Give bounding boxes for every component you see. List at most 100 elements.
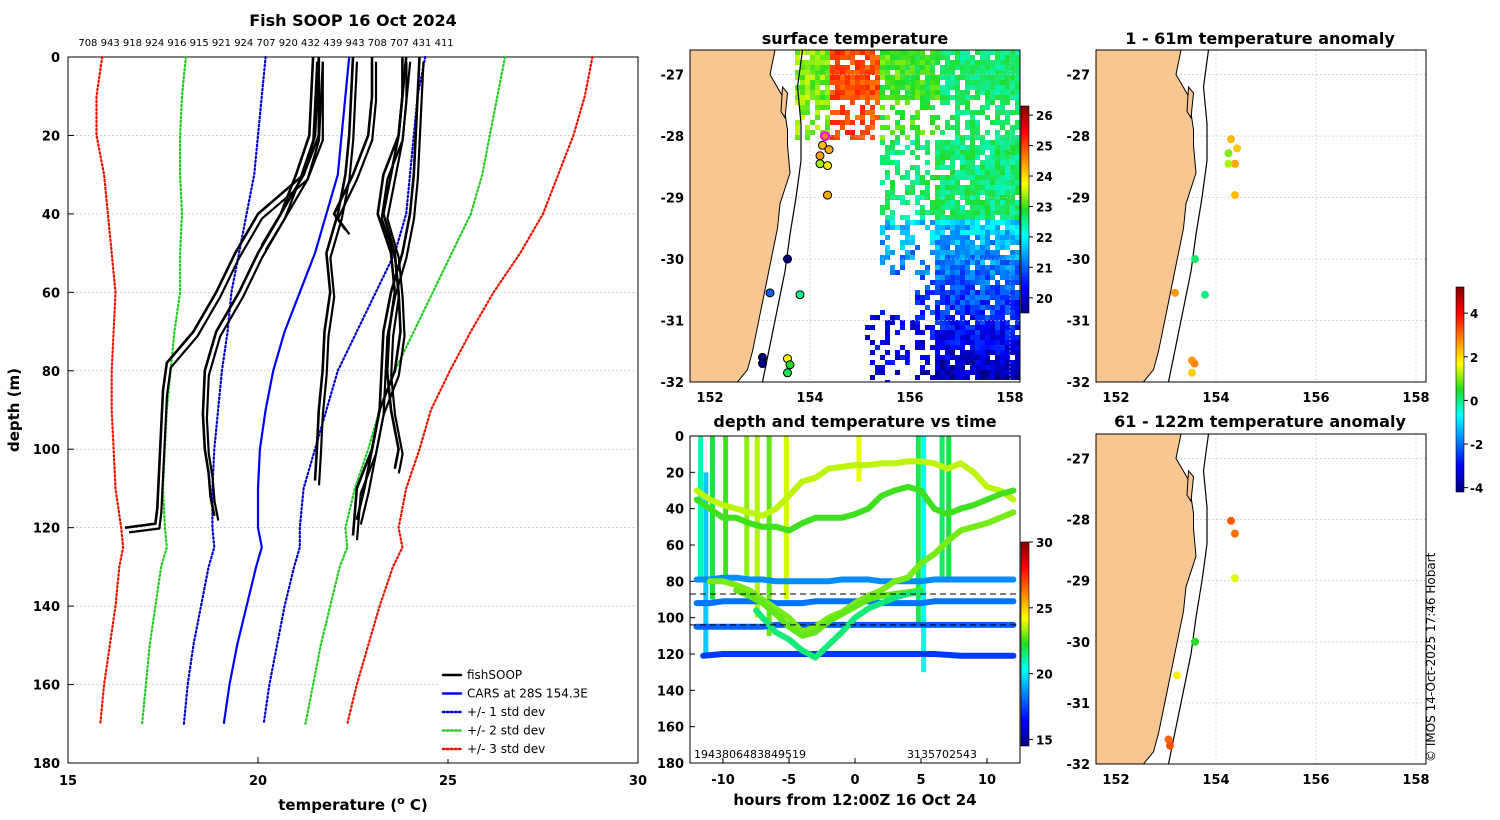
sst-pixel xyxy=(985,345,990,350)
cars-line xyxy=(222,56,351,724)
sst-pixel xyxy=(940,220,945,225)
sst-pixel xyxy=(995,320,1000,325)
sst-pixel xyxy=(945,165,950,170)
sst-pixel xyxy=(805,50,810,55)
sst-pixel xyxy=(990,50,995,55)
sst-pixel xyxy=(995,225,1000,230)
sst-pixel xyxy=(890,105,895,110)
sst-pixel xyxy=(980,255,985,260)
sst-pixel xyxy=(945,290,950,295)
sst-pixel xyxy=(940,215,945,220)
sst-pixel xyxy=(825,125,830,130)
sst-pixel xyxy=(880,240,885,245)
time-series-panel: depth and temperature vs time 0204060801… xyxy=(657,412,1053,809)
sst-pixel xyxy=(970,170,975,175)
sst-pixel xyxy=(835,65,840,70)
sst-pixel xyxy=(820,100,825,105)
sst-pixel xyxy=(945,320,950,325)
sst-pixel xyxy=(995,340,1000,345)
sst-pixel xyxy=(825,100,830,105)
anomaly-deep-point xyxy=(1227,516,1235,525)
sst-pixel xyxy=(890,130,895,135)
sst-pixel xyxy=(900,200,905,205)
sst-pixel xyxy=(920,190,925,195)
sst-pixel xyxy=(955,215,960,220)
sst-pixel xyxy=(970,240,975,245)
sst-pixel xyxy=(965,330,970,335)
sst-pixel xyxy=(935,225,940,230)
sst-pixel xyxy=(1000,350,1005,355)
sst-pixel xyxy=(980,250,985,255)
sst-pixel xyxy=(990,145,995,150)
sst-pixel xyxy=(915,320,920,325)
sst-pixel xyxy=(1000,140,1005,145)
sst-pixel xyxy=(890,50,895,55)
sst-pixel xyxy=(940,160,945,165)
sst-pixel xyxy=(970,215,975,220)
sst-pixel xyxy=(945,85,950,90)
sst-pixel xyxy=(1015,290,1020,295)
anomaly-deep-y-tick: -27 xyxy=(1067,452,1091,467)
sst-pixel xyxy=(950,270,955,275)
sst-pixel xyxy=(865,100,870,105)
sst-pixel xyxy=(945,55,950,60)
profile-x-tick: 30 xyxy=(629,774,647,789)
time-series-y-tick: 0 xyxy=(675,430,684,445)
sst-pixel xyxy=(950,375,955,380)
sst-pixel xyxy=(970,340,975,345)
sst-pixel xyxy=(875,315,880,320)
sst-pixel xyxy=(1010,170,1015,175)
sst-pixel xyxy=(855,135,860,140)
sst-pixel xyxy=(965,60,970,65)
sst-pixel xyxy=(915,125,920,130)
sst-heatmap xyxy=(795,50,1020,382)
sst-pixel xyxy=(970,110,975,115)
sst-pixel xyxy=(880,355,885,360)
sst-pixel xyxy=(825,115,830,120)
sst-x-tick: 158 xyxy=(996,391,1023,406)
sst-pixel xyxy=(975,235,980,240)
sst-pixel xyxy=(805,95,810,100)
sst-pixel xyxy=(955,60,960,65)
sst-pixel xyxy=(985,90,990,95)
sst-pixel xyxy=(925,295,930,300)
sst-pixel xyxy=(875,70,880,75)
sst-pixel xyxy=(985,335,990,340)
sst-pixel xyxy=(965,340,970,345)
sst-pixel xyxy=(1010,180,1015,185)
sst-pixel xyxy=(985,145,990,150)
sst-pixel xyxy=(990,230,995,235)
sst-pixel xyxy=(990,120,995,125)
sst-pixel xyxy=(1010,160,1015,165)
sst-pixel xyxy=(950,215,955,220)
sst-pixel xyxy=(825,90,830,95)
sst-pixel xyxy=(970,355,975,360)
sst-pixel xyxy=(870,50,875,55)
sst-pixel xyxy=(985,300,990,305)
sst-pixel xyxy=(875,100,880,105)
sst-pixel xyxy=(1010,305,1015,310)
legend-label: +/- 3 std dev xyxy=(467,742,545,756)
sst-pixel xyxy=(1000,190,1005,195)
sst-pixel xyxy=(995,260,1000,265)
sst-pixel xyxy=(950,220,955,225)
sst-pixel xyxy=(965,70,970,75)
sst-pixel xyxy=(895,140,900,145)
sst-pixel xyxy=(840,125,845,130)
sst-pixel xyxy=(860,90,865,95)
sst-pixel xyxy=(995,240,1000,245)
sst-pixel xyxy=(920,340,925,345)
sst-pixel xyxy=(895,125,900,130)
sst-pixel xyxy=(795,55,800,60)
anomaly-shallow-island xyxy=(1186,85,1195,120)
sst-pixel xyxy=(995,185,1000,190)
time-series-y-tick: 160 xyxy=(657,721,684,736)
time-series-ids-right: 3135702543 xyxy=(907,748,977,761)
sst-pixel xyxy=(920,315,925,320)
sst-pixel xyxy=(885,70,890,75)
sst-pixel xyxy=(820,70,825,75)
sst-pixel xyxy=(895,85,900,90)
sst-pixel xyxy=(935,210,940,215)
sst-pixel xyxy=(1015,350,1020,355)
sst-pixel xyxy=(965,295,970,300)
